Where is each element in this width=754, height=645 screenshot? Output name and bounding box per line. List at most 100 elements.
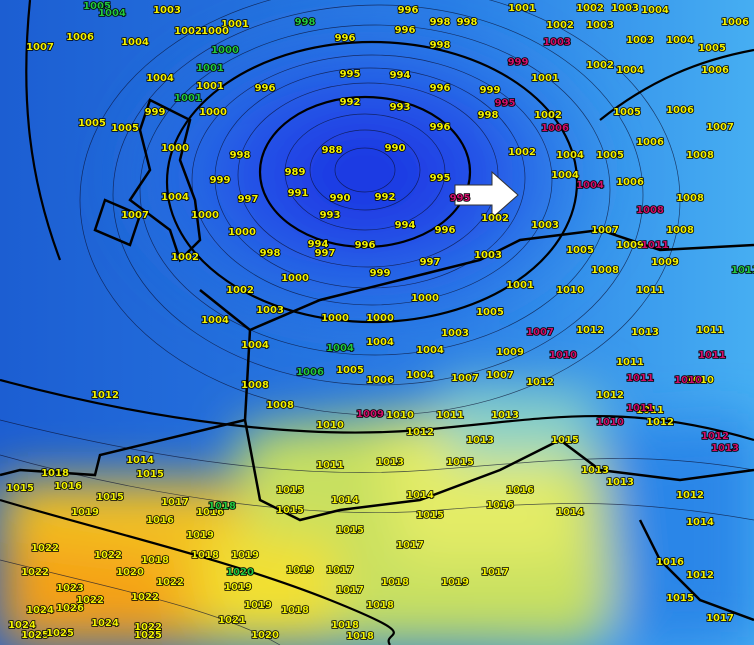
pressure-label: 1004 <box>551 170 579 181</box>
pressure-label: 1000 <box>201 26 229 37</box>
pressure-label: 1004 <box>121 37 149 48</box>
pressure-label: 1003 <box>531 220 559 231</box>
pressure-label: 1004 <box>241 340 269 351</box>
pressure-label: 1012 <box>91 390 119 401</box>
pressure-label: 1006 <box>366 375 394 386</box>
pressure-label: 1003 <box>611 3 639 14</box>
pressure-label: 989 <box>285 167 306 178</box>
pressure-label: 1018 <box>191 550 219 561</box>
pressure-label: 1003 <box>586 20 614 31</box>
pressure-label: 1010 <box>549 350 577 361</box>
pressure-label: 1000 <box>366 313 394 324</box>
pressure-label: 1012 <box>676 490 704 501</box>
pressure-label: 1010 <box>386 410 414 421</box>
pressure-label: 1006 <box>66 32 94 43</box>
pressure-label: 1000 <box>161 143 189 154</box>
pressure-label: 1017 <box>396 540 424 551</box>
pressure-label: 1018 <box>346 631 374 642</box>
pressure-label: 1022 <box>94 550 122 561</box>
pressure-label: 994 <box>390 70 411 81</box>
pressure-label: 996 <box>395 25 416 36</box>
pressure-label: 999 <box>145 107 166 118</box>
pressure-label: 1019 <box>231 550 259 561</box>
pressure-label: 1006 <box>636 137 664 148</box>
pressure-label: 1002 <box>174 26 202 37</box>
pressure-label: 1007 <box>26 42 54 53</box>
pressure-label: 1010 <box>674 375 702 386</box>
pressure-label: 1011 <box>626 403 654 414</box>
pressure-label: 1024 <box>8 620 36 631</box>
pressure-label: 1002 <box>481 213 509 224</box>
pressure-label: 1004 <box>366 337 394 348</box>
pressure-label: 1015 <box>551 435 579 446</box>
pressure-label: 1002 <box>546 20 574 31</box>
pressure-label: 1013 <box>491 410 519 421</box>
pressure-label: 1007 <box>486 370 514 381</box>
pressure-label: 1015 <box>666 593 694 604</box>
pressure-label: 1003 <box>626 35 654 46</box>
pressure-label: 1010 <box>556 285 584 296</box>
pressure-label: 1006 <box>666 105 694 116</box>
pressure-label: 1004 <box>641 5 669 16</box>
pressure-label: 1013 <box>376 457 404 468</box>
pressure-label: 996 <box>430 122 451 133</box>
pressure-label: 1005 <box>111 123 139 134</box>
pressure-label: 1004 <box>98 8 126 19</box>
pressure-label: 1013 <box>711 443 739 454</box>
pressure-label: 995 <box>340 69 361 80</box>
pressure-label: 1008 <box>686 150 714 161</box>
pressure-label: 1003 <box>256 305 284 316</box>
pressure-label: 1011 <box>696 325 724 336</box>
pressure-label: 1022 <box>76 595 104 606</box>
pressure-label: 995 <box>450 193 471 204</box>
pressure-label: 1007 <box>706 122 734 133</box>
pressure-label: 994 <box>308 239 329 250</box>
pressure-label: 1019 <box>186 530 214 541</box>
pressure-label: 1001 <box>221 19 249 30</box>
pressure-label: 1022 <box>131 592 159 603</box>
pressure-label: 1004 <box>666 35 694 46</box>
pressure-label: 1004 <box>416 345 444 356</box>
pressure-label: 1017 <box>336 585 364 596</box>
pressure-label: 1002 <box>534 110 562 121</box>
pressure-label: 1018 <box>366 600 394 611</box>
pressure-label: 1002 <box>171 252 199 263</box>
pressure-label: 1012 <box>646 417 674 428</box>
pressure-label: 1000 <box>191 210 219 221</box>
pressure-label: 995 <box>495 98 516 109</box>
pressure-label: 1024 <box>91 618 119 629</box>
pressure-label: 1004 <box>161 192 189 203</box>
arrow <box>454 170 519 220</box>
pressure-label: 1015 <box>6 483 34 494</box>
pressure-label: 1000 <box>228 227 256 238</box>
pressure-label: 1010 <box>316 420 344 431</box>
pressure-label: 1015 <box>276 485 304 496</box>
pressure-label: 1001 <box>506 280 534 291</box>
pressure-label: 1011 <box>436 410 464 421</box>
pressure-label: 1004 <box>406 370 434 381</box>
pressure-label: 1000 <box>411 293 439 304</box>
pressure-label: 1011 <box>731 265 754 276</box>
pressure-label: 991 <box>288 188 309 199</box>
pressure-label: 998 <box>260 248 281 259</box>
pressure-label: 1006 <box>721 17 749 28</box>
pressure-label: 1009 <box>356 409 384 420</box>
pressure-label: 996 <box>430 83 451 94</box>
pressure-label: 1013 <box>581 465 609 476</box>
pressure-label: 1018 <box>41 468 69 479</box>
pressure-label: 993 <box>320 210 341 221</box>
pressure-label: 1011 <box>698 350 726 361</box>
pressure-label: 1006 <box>541 123 569 134</box>
pressure-label: 1017 <box>706 613 734 624</box>
pressure-label: 1000 <box>321 313 349 324</box>
pressure-label: 993 <box>390 102 411 113</box>
pressure-label: 1005 <box>78 118 106 129</box>
pressure-label: 1017 <box>481 567 509 578</box>
pressure-label: 999 <box>370 268 391 279</box>
pressure-label: 1005 <box>613 107 641 118</box>
pressure-label: 1016 <box>146 515 174 526</box>
pressure-label: 1007 <box>591 225 619 236</box>
pressure-label: 1012 <box>406 427 434 438</box>
pressure-label: 1002 <box>576 3 604 14</box>
